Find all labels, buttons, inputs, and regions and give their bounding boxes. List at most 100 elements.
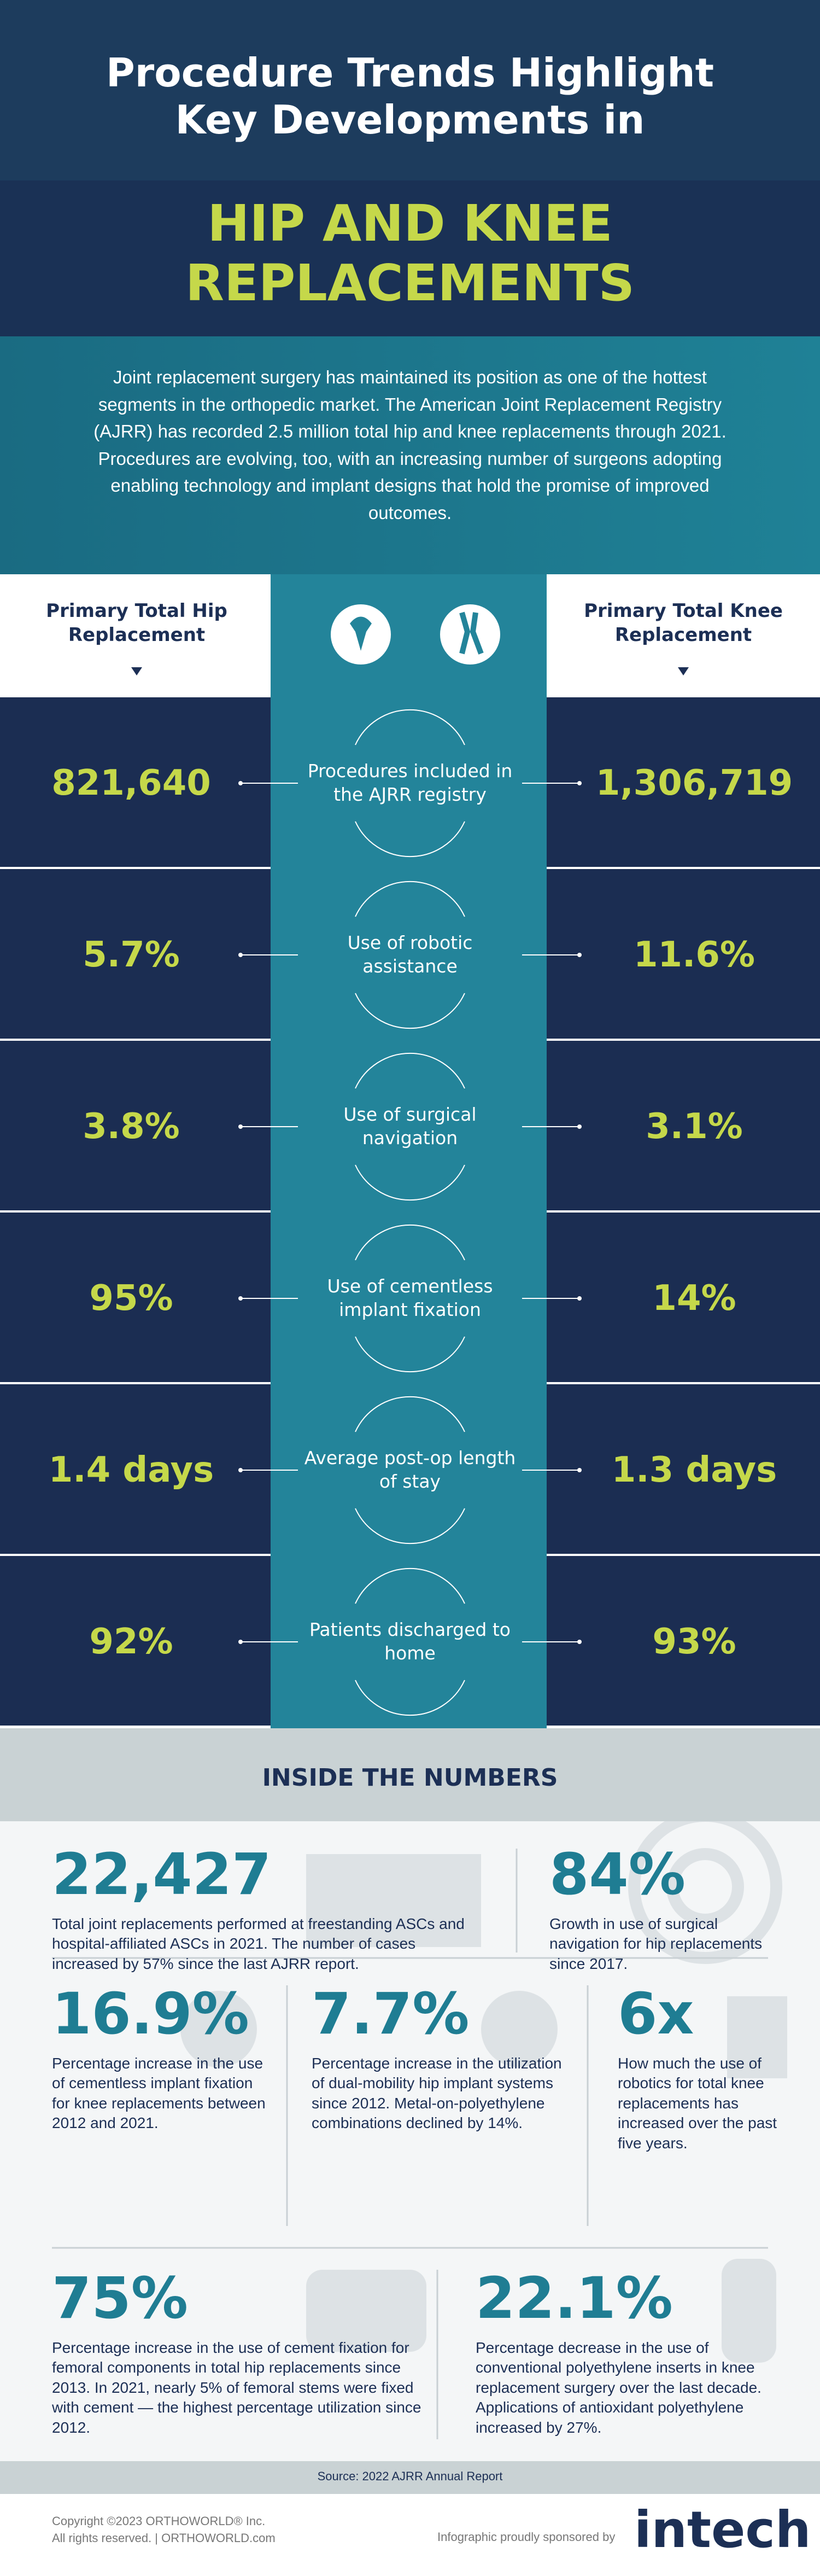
intro: Joint replacement surgery has maintained… xyxy=(93,367,727,523)
row-right xyxy=(547,1041,820,1210)
mixer-decor xyxy=(306,2270,426,2352)
dot xyxy=(238,1124,243,1129)
dot xyxy=(238,953,243,957)
arc xyxy=(355,1336,465,1373)
stat-text: Percentage increase in the use of cement… xyxy=(52,2339,421,2436)
knee-decor xyxy=(727,1996,787,2078)
stat-text: Growth in use of surgical navigation for… xyxy=(549,1915,763,1972)
stat-value: 22.1% xyxy=(476,2265,673,2332)
row-right xyxy=(547,869,820,1039)
row-decor xyxy=(238,1396,582,1545)
source: Source: 2022 AJRR Annual Report xyxy=(317,2469,503,2483)
row-decor xyxy=(238,1224,582,1373)
dot xyxy=(577,781,582,785)
target-icon xyxy=(666,1848,744,1926)
subtitle: HIP AND KNEE REPLACEMENTS xyxy=(185,194,635,312)
subtitle-band xyxy=(0,180,820,336)
arc xyxy=(355,1052,465,1089)
hip-value: 3.8% xyxy=(83,1106,180,1147)
hip-value: 95% xyxy=(89,1278,173,1319)
row-label: Use of robotic assistance xyxy=(347,932,473,977)
flask-decor xyxy=(722,2259,776,2363)
knee-value: 1.3 days xyxy=(611,1450,777,1490)
title: Procedure Trends Highlight Key Developme… xyxy=(106,50,714,143)
dot xyxy=(238,1468,243,1472)
dot xyxy=(577,1468,582,1472)
copyright: Copyright ©2023 ORTHOWORLD® Inc. xyxy=(52,2514,266,2528)
row-decor xyxy=(238,709,582,858)
hip-value: 5.7% xyxy=(83,935,180,975)
row-left xyxy=(0,1384,271,1554)
row-left xyxy=(0,1041,271,1210)
row-decor xyxy=(238,1567,582,1716)
right-header: Primary Total Knee Replacement xyxy=(584,600,783,646)
stat-value: 16.9% xyxy=(52,1980,249,2047)
row-decor xyxy=(238,881,582,1029)
hip-decor xyxy=(180,1991,257,2067)
row-left xyxy=(0,1556,271,1726)
stat-text: Total joint replacements performed at fr… xyxy=(52,1915,465,1972)
arc xyxy=(355,709,465,745)
stat-text: Percentage decrease in the use of conven… xyxy=(476,2339,762,2436)
knee-value: 11.6% xyxy=(633,935,755,975)
dot xyxy=(238,1296,243,1301)
hip-value: 92% xyxy=(89,1622,173,1662)
rights: All rights reserved. | ORTHOWORLD.com xyxy=(52,2531,276,2545)
hip-decor xyxy=(481,1991,558,2067)
intro-band xyxy=(0,336,820,574)
arrow xyxy=(678,667,689,675)
sponsor-logo: intech xyxy=(634,2501,811,2559)
arc xyxy=(355,993,465,1029)
row-left xyxy=(0,1213,271,1382)
header-icons xyxy=(131,604,689,675)
knee-value: 1,306,719 xyxy=(595,763,793,803)
left-header: Primary Total Hip Replacement xyxy=(46,600,227,646)
row-label: Average post-op length of stay xyxy=(304,1447,516,1492)
row-left xyxy=(0,697,271,867)
dot xyxy=(238,1640,243,1644)
row-label: Patients discharged to home xyxy=(309,1619,511,1664)
title-band xyxy=(0,0,820,180)
stat-text: Percentage increase in the use of cement… xyxy=(52,2055,266,2132)
row-right xyxy=(547,1556,820,1726)
center-column xyxy=(271,574,547,1728)
arc xyxy=(355,1508,465,1545)
stat-value: 7.7% xyxy=(312,1980,470,2047)
dot xyxy=(577,953,582,957)
arc xyxy=(355,881,465,917)
stat-value: 6x xyxy=(618,1980,694,2047)
knee-value: 14% xyxy=(652,1278,736,1319)
knee-value: 93% xyxy=(652,1622,736,1662)
row-right xyxy=(547,697,820,867)
knee-value: 3.1% xyxy=(646,1106,743,1147)
arc xyxy=(355,1680,465,1716)
row-decor xyxy=(238,1052,582,1201)
stat-decor xyxy=(52,1821,787,2439)
inside-title: INSIDE THE NUMBERS xyxy=(262,1764,558,1792)
dot xyxy=(238,781,243,785)
hip-value: 1.4 days xyxy=(48,1450,214,1490)
knee-glyph xyxy=(459,611,484,655)
hospital-icon xyxy=(306,1854,481,1947)
stat-value: 75% xyxy=(52,2265,188,2332)
source-band xyxy=(0,2461,820,2494)
stat-text: How much the use of robotics for total k… xyxy=(618,2055,777,2152)
arrow xyxy=(131,667,142,675)
arc xyxy=(355,1224,465,1261)
dot xyxy=(577,1640,582,1644)
sponsor-text: Infographic proudly sponsored by xyxy=(437,2530,616,2544)
dot xyxy=(577,1124,582,1129)
row-left xyxy=(0,869,271,1039)
row-right xyxy=(547,1384,820,1554)
stat-value: 84% xyxy=(549,1841,686,1908)
row-label: Use of cementless implant fixation xyxy=(327,1275,493,1320)
stat-text: Percentage increase in the utilization o… xyxy=(312,2055,562,2132)
row-label: Procedures included in the AJRR registry xyxy=(307,760,513,805)
row-label: Use of surgical navigation xyxy=(343,1104,477,1149)
knee-icon xyxy=(440,604,500,665)
arc xyxy=(355,1567,465,1604)
stat-value: 22,427 xyxy=(52,1841,272,1908)
arc xyxy=(355,1164,465,1201)
arc xyxy=(355,821,465,858)
